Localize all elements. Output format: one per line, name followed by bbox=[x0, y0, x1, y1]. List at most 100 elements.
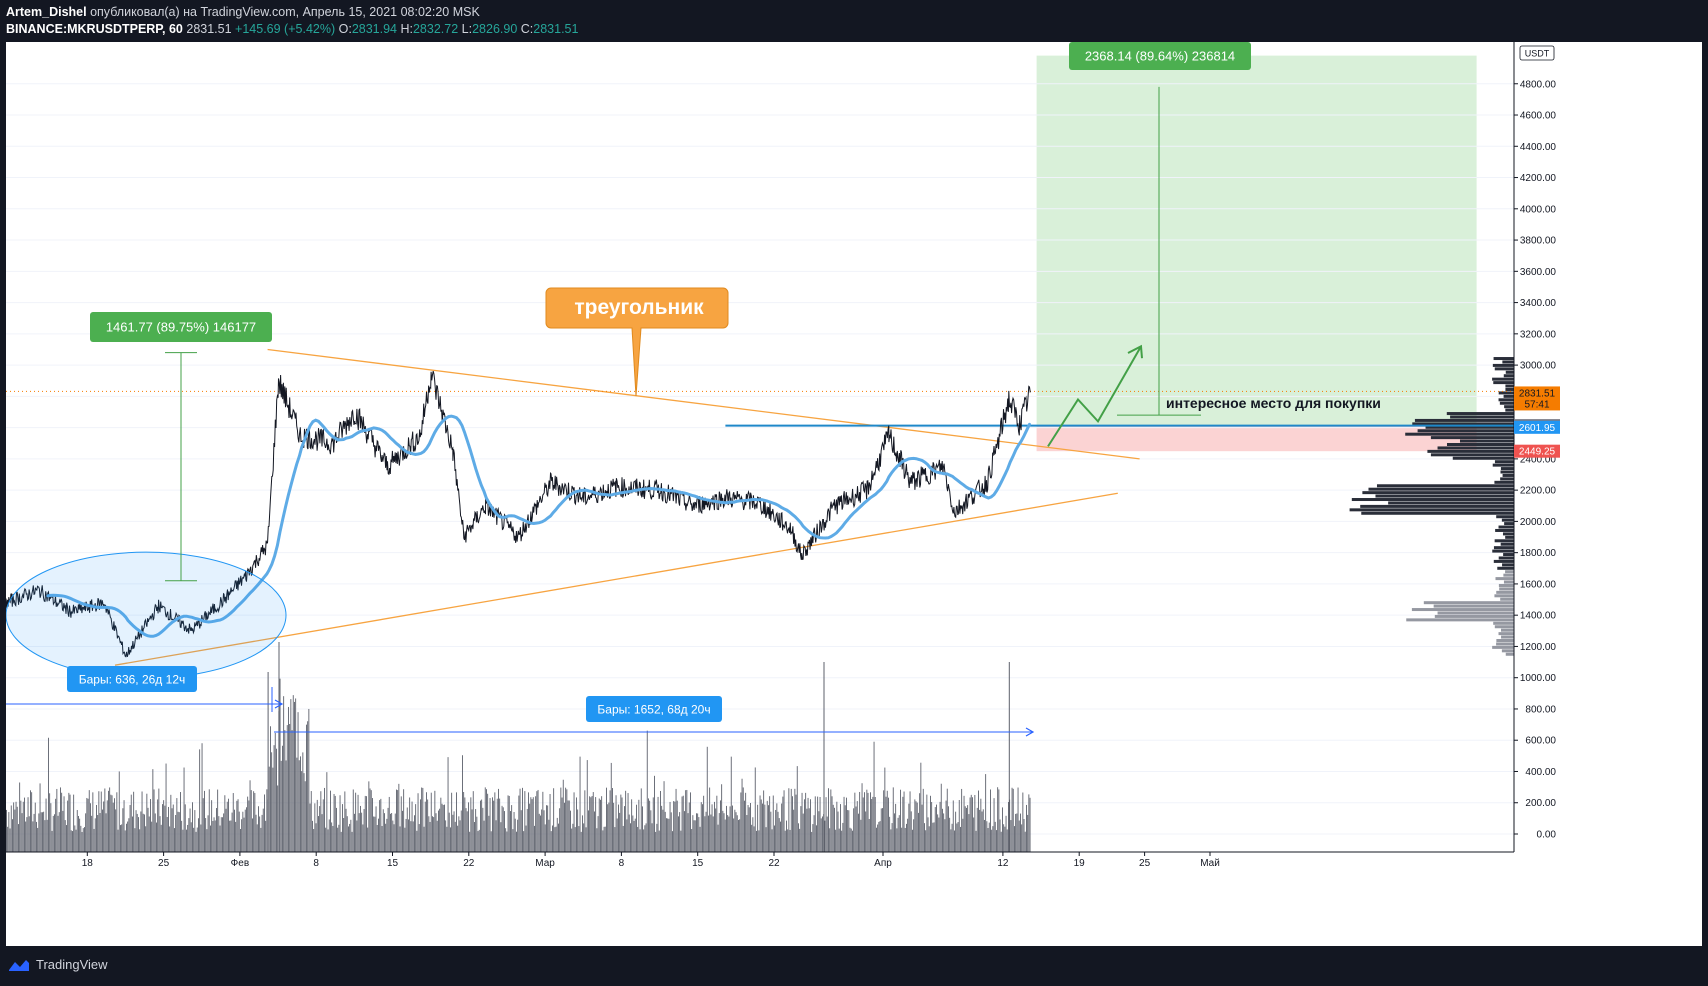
volume-bar bbox=[306, 724, 307, 852]
volume-bar bbox=[8, 812, 10, 852]
volume-bar bbox=[124, 830, 126, 852]
volume-bar bbox=[115, 809, 117, 852]
volume-bar bbox=[338, 824, 340, 852]
ohlc-c-label: C: bbox=[520, 22, 534, 36]
volume-bar bbox=[57, 815, 59, 852]
volume-bar bbox=[464, 797, 466, 852]
volume-bar bbox=[184, 804, 186, 852]
volume-bar bbox=[756, 830, 757, 852]
volume-bar bbox=[147, 807, 149, 852]
volume-bar bbox=[680, 830, 682, 852]
volume-bar bbox=[826, 816, 828, 852]
volume-bar bbox=[1023, 819, 1025, 852]
volume-bar bbox=[580, 831, 582, 852]
volume-bar bbox=[412, 821, 414, 852]
volume-bar bbox=[130, 794, 132, 852]
volume-bar bbox=[168, 806, 169, 852]
volume-bar bbox=[754, 767, 756, 852]
volume-bar bbox=[636, 804, 637, 852]
volume-bar bbox=[727, 815, 729, 852]
volume-bar bbox=[482, 807, 484, 852]
volume-bar bbox=[76, 810, 78, 852]
volume-bar bbox=[366, 796, 367, 852]
volume-bar bbox=[120, 825, 121, 852]
volume-bar bbox=[151, 821, 153, 852]
volume-bar bbox=[337, 827, 339, 852]
volume-bar bbox=[814, 796, 816, 852]
volume-bar bbox=[564, 802, 565, 852]
volume-bar bbox=[828, 788, 829, 852]
volume-bar bbox=[549, 794, 551, 852]
volume-bar bbox=[310, 791, 312, 852]
volume-bar bbox=[798, 823, 799, 852]
last-price: 2831.51 bbox=[186, 22, 232, 36]
volume-bar bbox=[944, 819, 946, 852]
volume-bar bbox=[252, 818, 253, 852]
volume-bar bbox=[345, 808, 347, 852]
volume-bar bbox=[48, 737, 49, 852]
tradingview-logo[interactable]: TradingView bbox=[8, 957, 108, 972]
volume-bar bbox=[224, 795, 226, 852]
volume-bar bbox=[952, 800, 954, 852]
volume-bar bbox=[18, 824, 19, 852]
volume-bar bbox=[476, 816, 478, 852]
volume-bar bbox=[651, 823, 653, 852]
volume-profile-bar bbox=[1505, 384, 1514, 388]
volume-bar bbox=[231, 812, 233, 852]
chart-svg[interactable]: 1461.77 (89.75%) 146177 2368.14 (89.64%) … bbox=[6, 42, 1702, 946]
volume-bar bbox=[716, 795, 718, 852]
volume-profile-bar bbox=[1406, 618, 1514, 622]
volume-bar bbox=[495, 820, 497, 852]
volume-bar bbox=[810, 799, 811, 852]
volume-bar bbox=[668, 818, 670, 852]
volume-profile-bar bbox=[1493, 559, 1514, 563]
volume-profile-bar bbox=[1498, 556, 1514, 560]
volume-bar bbox=[992, 826, 994, 852]
symbol-name[interactable]: BINANCE:MKRUSDTPERP, 60 bbox=[6, 22, 183, 36]
ohlc-high: 2832.72 bbox=[412, 22, 459, 36]
volume-bar bbox=[93, 828, 95, 852]
volume-bar bbox=[194, 810, 196, 852]
volume-bar bbox=[536, 791, 538, 852]
ohlc-h-label: H: bbox=[400, 22, 413, 36]
volume-bar bbox=[760, 799, 762, 852]
volume-bar bbox=[46, 819, 48, 852]
volume-bar bbox=[399, 826, 401, 852]
volume-bar bbox=[333, 793, 335, 852]
volume-bar bbox=[860, 819, 862, 852]
volume-profile-bar bbox=[1492, 463, 1514, 467]
volume-bar bbox=[991, 829, 993, 852]
volume-bar bbox=[578, 826, 580, 852]
volume-bar bbox=[318, 816, 319, 852]
volume-bar bbox=[916, 802, 918, 852]
volume-bar bbox=[950, 829, 952, 852]
volume-profile-bar bbox=[1504, 405, 1514, 409]
volume-bar bbox=[170, 794, 172, 852]
volume-bar bbox=[931, 802, 933, 852]
volume-bar bbox=[1011, 787, 1013, 852]
volume-bar bbox=[283, 696, 285, 852]
price-tick-label: 400.00 bbox=[1525, 767, 1556, 778]
volume-bar bbox=[835, 829, 837, 852]
volume-bar bbox=[624, 806, 625, 852]
volume-profile-bar bbox=[1493, 357, 1514, 361]
measure-left-label-bg bbox=[90, 312, 272, 342]
volume-bar bbox=[394, 813, 396, 852]
volume-profile-bar bbox=[1414, 418, 1514, 422]
volume-bar bbox=[948, 806, 949, 852]
volume-bar bbox=[728, 816, 730, 852]
volume-bar bbox=[1002, 807, 1003, 852]
volume-bar bbox=[739, 819, 741, 852]
volume-bar bbox=[559, 808, 561, 852]
volume-bar bbox=[703, 795, 705, 852]
volume-bar bbox=[909, 791, 911, 852]
trendline bbox=[267, 348, 1140, 460]
volume-bar bbox=[472, 791, 474, 852]
chart-canvas[interactable]: 1461.77 (89.75%) 146177 2368.14 (89.64%) … bbox=[6, 42, 1702, 946]
volume-bar bbox=[667, 818, 669, 852]
volume-bar bbox=[105, 813, 107, 852]
author-name[interactable]: Artem_Dishel bbox=[6, 5, 87, 19]
volume-bar bbox=[848, 810, 850, 852]
volume-bar bbox=[895, 803, 897, 852]
currency-badge[interactable] bbox=[1519, 45, 1555, 61]
